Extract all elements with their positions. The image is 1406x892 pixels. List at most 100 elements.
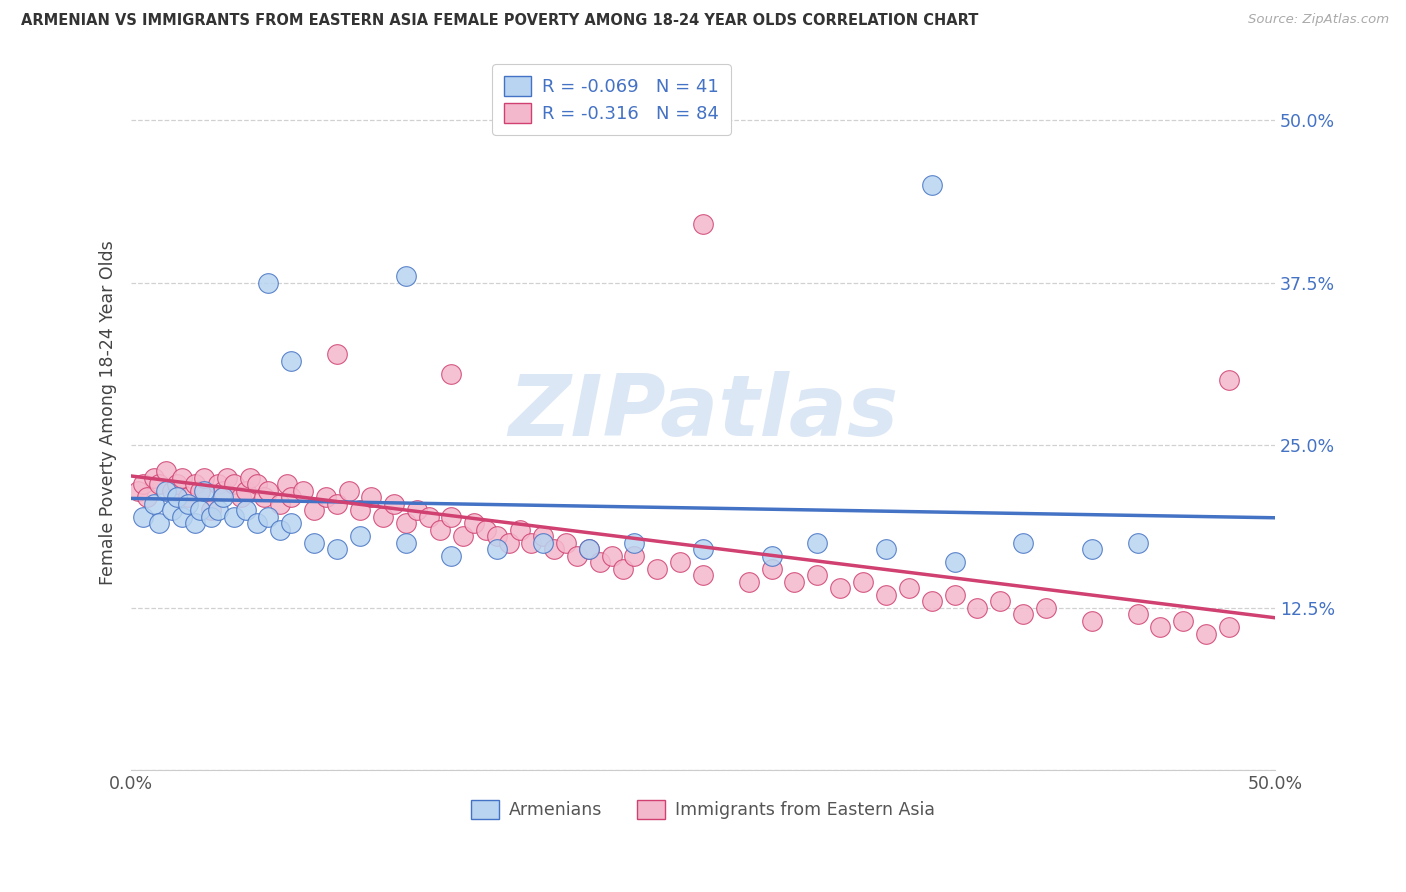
Point (806, 535, 828, 549)
Point (1126, 607, 1149, 622)
Point (418, 509, 440, 524)
Point (280, 516, 302, 531)
Point (498, 535, 520, 549)
Point (382, 497, 405, 511)
Point (211, 490, 233, 504)
Point (1012, 607, 1035, 622)
Point (1173, 614, 1195, 628)
Point (257, 483, 280, 498)
Point (302, 535, 325, 549)
Point (235, 483, 257, 498)
Point (578, 542, 600, 557)
Point (875, 588, 897, 602)
Point (921, 178, 943, 193)
Point (440, 509, 463, 524)
Point (806, 568, 828, 582)
Point (486, 529, 509, 543)
Point (692, 542, 714, 557)
Point (692, 568, 714, 582)
Point (224, 509, 246, 524)
Point (1126, 535, 1149, 549)
Point (645, 562, 668, 576)
Point (543, 542, 565, 557)
Text: ARMENIAN VS IMMIGRANTS FROM EASTERN ASIA FEMALE POVERTY AMONG 18-24 YEAR OLDS CO: ARMENIAN VS IMMIGRANTS FROM EASTERN ASIA… (21, 13, 979, 29)
Point (451, 529, 474, 543)
Point (783, 574, 806, 589)
Point (1081, 614, 1104, 628)
Point (166, 490, 188, 504)
Point (943, 555, 966, 569)
Point (600, 549, 623, 563)
Point (1195, 627, 1218, 641)
Point (131, 509, 153, 524)
Point (531, 535, 554, 549)
Point (897, 582, 920, 596)
Point (170, 471, 193, 485)
Point (531, 529, 554, 543)
Point (966, 600, 988, 615)
Point (578, 542, 600, 557)
Point (463, 516, 485, 531)
Point (136, 490, 159, 504)
Point (520, 535, 543, 549)
Point (429, 523, 451, 537)
Point (349, 529, 371, 543)
Point (162, 483, 184, 498)
Point (612, 562, 634, 576)
Point (188, 483, 211, 498)
Point (360, 490, 382, 504)
Point (276, 477, 298, 491)
Point (207, 503, 229, 517)
Point (280, 353, 302, 368)
Point (269, 497, 291, 511)
Point (184, 477, 207, 491)
Point (302, 503, 325, 517)
Point (623, 549, 645, 563)
Point (239, 471, 262, 485)
Point (280, 490, 302, 504)
Point (211, 483, 233, 498)
Point (131, 477, 153, 491)
Point (253, 490, 276, 504)
Point (326, 497, 349, 511)
Point (1012, 535, 1035, 549)
Point (371, 509, 394, 524)
Point (148, 477, 170, 491)
Point (669, 555, 692, 569)
Point (166, 477, 188, 491)
Point (155, 464, 177, 478)
Point (193, 471, 215, 485)
Y-axis label: Female Poverty Among 18-24 Year Olds: Female Poverty Among 18-24 Year Olds (100, 240, 117, 585)
Point (692, 217, 714, 231)
Point (246, 516, 269, 531)
Point (257, 509, 280, 524)
Point (486, 542, 509, 557)
Point (246, 477, 269, 491)
Point (349, 503, 371, 517)
Point (291, 483, 314, 498)
Point (875, 542, 897, 557)
Text: ZIPatlas: ZIPatlas (508, 371, 898, 454)
Legend: Armenians, Immigrants from Eastern Asia: Armenians, Immigrants from Eastern Asia (464, 793, 942, 826)
Point (852, 574, 875, 589)
Point (988, 594, 1011, 608)
Point (509, 523, 531, 537)
Point (830, 582, 852, 596)
Point (229, 490, 252, 504)
Point (315, 490, 337, 504)
Point (170, 509, 193, 524)
Point (1218, 373, 1240, 387)
Point (440, 367, 463, 381)
Point (326, 542, 349, 557)
Point (1035, 600, 1057, 615)
Point (474, 523, 496, 537)
Point (177, 490, 200, 504)
Point (567, 549, 589, 563)
Point (623, 535, 645, 549)
Point (162, 503, 184, 517)
Point (395, 535, 418, 549)
Point (761, 549, 783, 563)
Point (143, 497, 166, 511)
Point (177, 497, 200, 511)
Point (554, 535, 576, 549)
